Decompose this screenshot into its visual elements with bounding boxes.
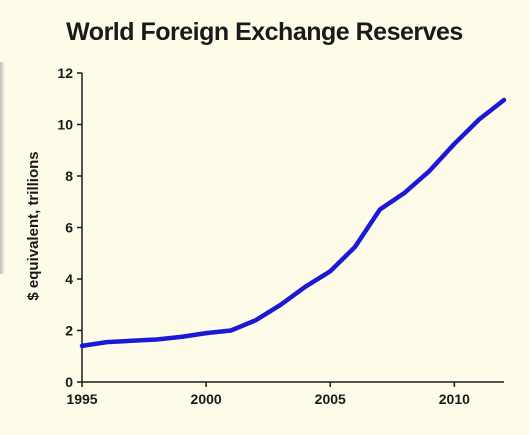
y-tick-label: 12 xyxy=(57,65,73,81)
y-tick-label: 2 xyxy=(65,323,73,339)
y-tick-label: 0 xyxy=(65,374,73,390)
y-tick-label: 10 xyxy=(57,117,73,133)
chart-title: World Foreign Exchange Reserves xyxy=(66,18,463,46)
y-tick-label: 6 xyxy=(65,220,73,236)
x-tick-label: 2000 xyxy=(191,391,222,407)
y-axis-ticks: 0 2 4 6 8 10 12 xyxy=(57,65,82,390)
series-group xyxy=(79,97,507,349)
y-axis-label: $ equivalent, trillions xyxy=(25,151,42,300)
y-tick-label: 4 xyxy=(65,271,73,287)
x-tick-label: 2010 xyxy=(439,391,470,407)
series-line xyxy=(79,97,507,349)
x-tick-label: 2005 xyxy=(315,391,346,407)
y-tick-label: 8 xyxy=(65,168,73,184)
left-edge-shadow xyxy=(0,62,5,274)
x-axis-ticks: 1995 2000 2005 2010 xyxy=(66,382,470,407)
x-tick-label: 1995 xyxy=(66,391,97,407)
axes xyxy=(81,73,504,383)
